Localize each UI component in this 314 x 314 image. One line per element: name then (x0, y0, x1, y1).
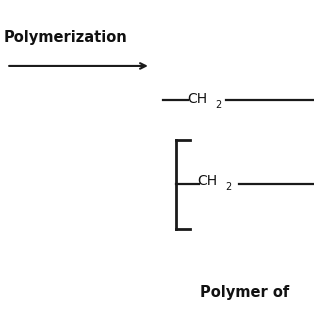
Text: CH: CH (197, 174, 217, 187)
Text: 2: 2 (215, 100, 221, 110)
Text: Polymer of: Polymer of (200, 284, 290, 300)
Text: CH: CH (187, 92, 207, 106)
Text: Polymerization: Polymerization (3, 30, 127, 45)
Text: 2: 2 (225, 182, 232, 192)
